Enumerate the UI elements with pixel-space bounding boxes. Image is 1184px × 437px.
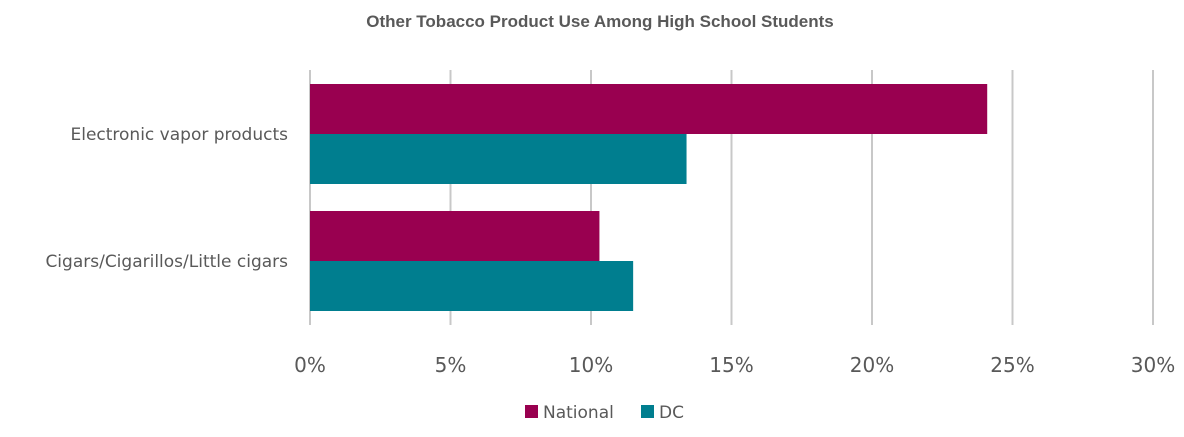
- x-tick-label: 30%: [1131, 353, 1175, 377]
- x-tick-label: 20%: [850, 353, 894, 377]
- legend-swatch-national: [525, 405, 538, 418]
- bar-dc-1: [310, 261, 633, 311]
- bar-national-0: [310, 84, 987, 134]
- x-tick-label: 0%: [294, 353, 326, 377]
- bar-dc-0: [310, 134, 687, 184]
- x-tick-label: 15%: [709, 353, 753, 377]
- x-tick-label: 5%: [435, 353, 467, 377]
- legend-swatch-dc: [641, 405, 654, 418]
- category-label: Electronic vapor products: [70, 125, 288, 145]
- chart-title: Other Tobacco Product Use Among High Sch…: [366, 12, 834, 31]
- x-tick-label: 10%: [569, 353, 613, 377]
- x-tick-label: 25%: [990, 353, 1034, 377]
- legend-label: National: [543, 403, 614, 423]
- legend-label: DC: [659, 403, 684, 423]
- bar-national-1: [310, 211, 599, 261]
- category-labels: Electronic vapor products Cigars/Cigarill…: [45, 125, 288, 272]
- x-tick-labels: 0% 5% 10% 15% 20% 25% 30%: [294, 353, 1175, 377]
- category-label: Cigars/Cigarillos/Little cigars: [45, 252, 288, 272]
- legend: National DC: [525, 403, 684, 423]
- bars: [310, 84, 987, 311]
